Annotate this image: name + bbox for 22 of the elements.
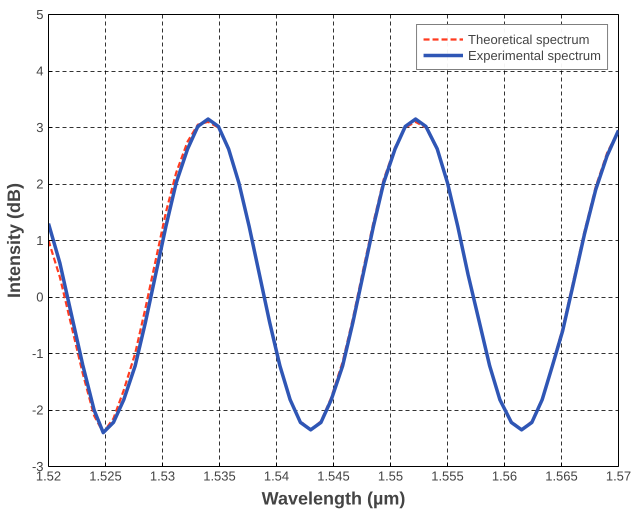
legend-label: Experimental spectrum xyxy=(468,47,601,63)
x-tick-label: 1.555 xyxy=(431,468,464,484)
y-axis-title: Intensity (dB) xyxy=(4,182,24,298)
y-tick-label: -1 xyxy=(32,346,44,361)
x-tick-label: 1.565 xyxy=(545,468,578,484)
y-tick-label: 3 xyxy=(36,120,44,135)
y-tick-label: 5 xyxy=(36,7,44,22)
x-tick-label: 1.54 xyxy=(264,468,290,484)
x-axis-title: Wavelength (µm) xyxy=(262,488,406,508)
x-tick-label: 1.56 xyxy=(492,468,518,484)
y-tick-label: 0 xyxy=(36,290,44,304)
x-tick-label: 1.525 xyxy=(89,468,122,484)
x-tick-label: 1.57 xyxy=(606,468,632,484)
x-tick-label: 1.545 xyxy=(317,468,350,484)
legend-label: Theoretical spectrum xyxy=(468,31,590,47)
y-tick-label: -2 xyxy=(32,402,44,418)
x-tick-label: 1.55 xyxy=(378,468,404,484)
y-tick-label: 1 xyxy=(36,233,44,248)
y-tick-label: 2 xyxy=(36,176,44,192)
x-tick-label: 1.535 xyxy=(203,468,236,484)
x-tick-label: 1.53 xyxy=(150,468,176,484)
y-tick-label: 4 xyxy=(36,64,44,78)
